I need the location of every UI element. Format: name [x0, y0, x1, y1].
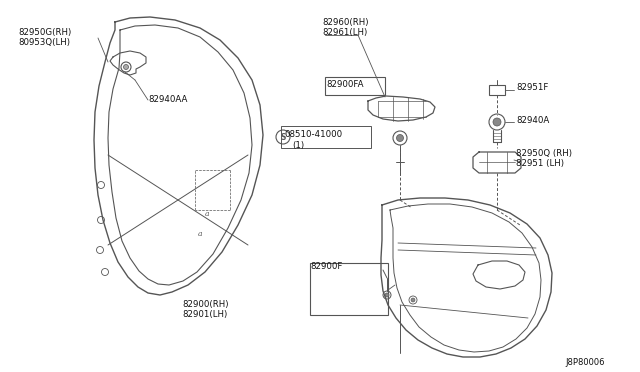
- Bar: [281, 126, 371, 148]
- Text: a: a: [205, 210, 209, 218]
- Text: 82901(LH): 82901(LH): [182, 310, 227, 319]
- Text: 82940A: 82940A: [516, 116, 549, 125]
- Text: 08510-41000: 08510-41000: [284, 130, 342, 139]
- Text: 82951 (LH): 82951 (LH): [516, 159, 564, 168]
- Text: 80953Q(LH): 80953Q(LH): [18, 38, 70, 47]
- Text: 82900F: 82900F: [310, 262, 342, 271]
- Text: (1): (1): [292, 141, 304, 150]
- Text: 82940AA: 82940AA: [148, 95, 188, 104]
- Circle shape: [411, 298, 415, 302]
- Circle shape: [493, 118, 501, 126]
- Circle shape: [124, 64, 129, 70]
- Bar: [310, 263, 388, 315]
- Text: 82961(LH): 82961(LH): [322, 28, 367, 37]
- Text: J8P80006: J8P80006: [565, 358, 605, 367]
- Circle shape: [397, 135, 403, 141]
- Text: a: a: [198, 230, 202, 238]
- Bar: [325, 77, 385, 95]
- Text: 82950G(RH): 82950G(RH): [18, 28, 71, 37]
- Text: 82960(RH): 82960(RH): [322, 18, 369, 27]
- Text: 82900FA: 82900FA: [326, 80, 364, 89]
- Text: 82900(RH): 82900(RH): [182, 300, 228, 309]
- Text: S: S: [280, 132, 285, 141]
- Text: 82950Q (RH): 82950Q (RH): [516, 149, 572, 158]
- Bar: [489, 85, 505, 95]
- Circle shape: [385, 293, 389, 297]
- Text: 82951F: 82951F: [516, 83, 548, 92]
